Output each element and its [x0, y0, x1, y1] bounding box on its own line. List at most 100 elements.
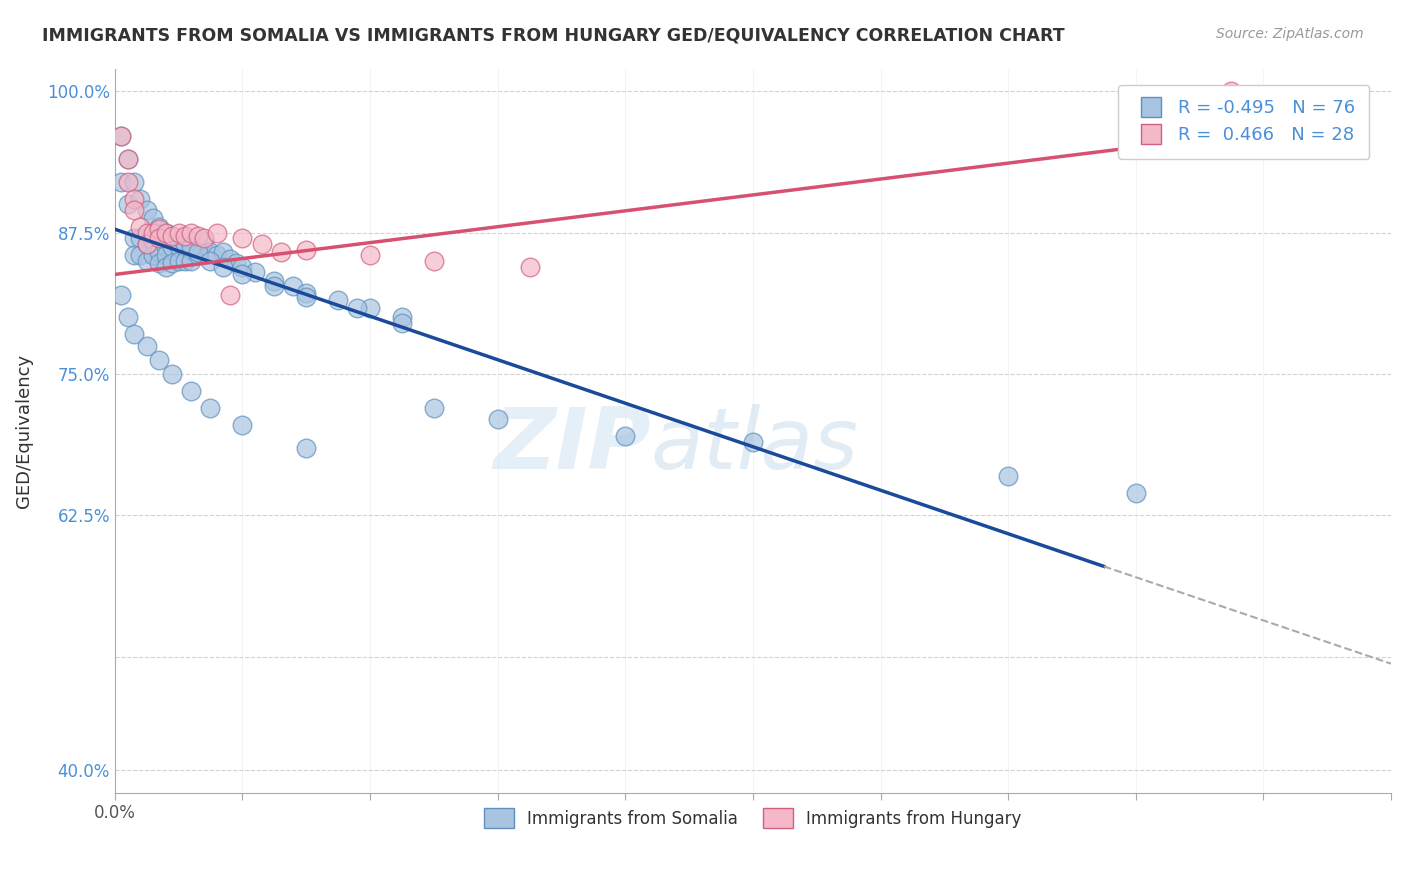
Text: IMMIGRANTS FROM SOMALIA VS IMMIGRANTS FROM HUNGARY GED/EQUIVALENCY CORRELATION C: IMMIGRANTS FROM SOMALIA VS IMMIGRANTS FR…	[42, 27, 1064, 45]
Point	[243, 265, 266, 279]
Point	[155, 240, 177, 254]
Text: ZIP: ZIP	[494, 403, 651, 486]
Point	[180, 240, 202, 254]
Point	[997, 468, 1019, 483]
Point	[148, 231, 170, 245]
Point	[205, 226, 228, 240]
Text: Source: ZipAtlas.com: Source: ZipAtlas.com	[1216, 27, 1364, 41]
Point	[391, 316, 413, 330]
Point	[135, 236, 157, 251]
Point	[295, 243, 318, 257]
Point	[218, 288, 240, 302]
Point	[174, 236, 197, 251]
Point	[263, 278, 285, 293]
Point	[423, 401, 446, 415]
Point	[160, 256, 183, 270]
Text: atlas: atlas	[651, 403, 859, 486]
Point	[180, 384, 202, 398]
Point	[187, 248, 209, 262]
Point	[135, 339, 157, 353]
Point	[174, 240, 197, 254]
Point	[346, 301, 368, 316]
Point	[135, 202, 157, 217]
Point	[117, 152, 139, 166]
Point	[155, 226, 177, 240]
Point	[122, 327, 145, 342]
Point	[167, 240, 190, 254]
Point	[326, 293, 349, 308]
Point	[741, 434, 763, 449]
Point	[155, 248, 177, 262]
Point	[193, 231, 215, 245]
Point	[486, 412, 509, 426]
Point	[148, 256, 170, 270]
Point	[174, 253, 197, 268]
Point	[148, 219, 170, 234]
Point	[225, 256, 247, 270]
Point	[187, 240, 209, 254]
Point	[142, 248, 165, 262]
Point	[1125, 485, 1147, 500]
Point	[117, 175, 139, 189]
Point	[129, 192, 152, 206]
Point	[135, 253, 157, 268]
Point	[122, 248, 145, 262]
Point	[129, 231, 152, 245]
Point	[423, 253, 446, 268]
Point	[180, 243, 202, 257]
Legend: Immigrants from Somalia, Immigrants from Hungary: Immigrants from Somalia, Immigrants from…	[477, 801, 1029, 835]
Point	[212, 260, 235, 274]
Point	[129, 219, 152, 234]
Point	[155, 260, 177, 274]
Point	[135, 226, 157, 240]
Point	[142, 234, 165, 248]
Point	[295, 441, 318, 455]
Point	[231, 268, 253, 282]
Point	[200, 253, 222, 268]
Point	[129, 248, 152, 262]
Point	[160, 229, 183, 244]
Point	[1220, 84, 1243, 98]
Point	[167, 253, 190, 268]
Point	[160, 367, 183, 381]
Point	[122, 192, 145, 206]
Point	[148, 244, 170, 259]
Point	[142, 211, 165, 225]
Point	[122, 202, 145, 217]
Point	[263, 274, 285, 288]
Point	[167, 226, 190, 240]
Point	[117, 152, 139, 166]
Point	[187, 244, 209, 259]
Point	[167, 234, 190, 248]
Point	[135, 236, 157, 251]
Point	[180, 226, 202, 240]
Point	[110, 288, 132, 302]
Point	[180, 253, 202, 268]
Point	[117, 197, 139, 211]
Point	[270, 244, 292, 259]
Point	[148, 222, 170, 236]
Point	[359, 248, 381, 262]
Point	[122, 231, 145, 245]
Point	[250, 236, 273, 251]
Point	[122, 175, 145, 189]
Point	[391, 310, 413, 325]
Point	[110, 175, 132, 189]
Point	[142, 226, 165, 240]
Point	[155, 226, 177, 240]
Point	[614, 429, 637, 443]
Point	[193, 234, 215, 248]
Point	[295, 290, 318, 304]
Point	[295, 285, 318, 300]
Point	[200, 401, 222, 415]
Point	[212, 244, 235, 259]
Point	[160, 240, 183, 254]
Point	[283, 278, 305, 293]
Point	[117, 310, 139, 325]
Point	[205, 248, 228, 262]
Y-axis label: GED/Equivalency: GED/Equivalency	[15, 353, 32, 508]
Point	[148, 353, 170, 368]
Point	[187, 229, 209, 244]
Point	[174, 229, 197, 244]
Point	[231, 417, 253, 432]
